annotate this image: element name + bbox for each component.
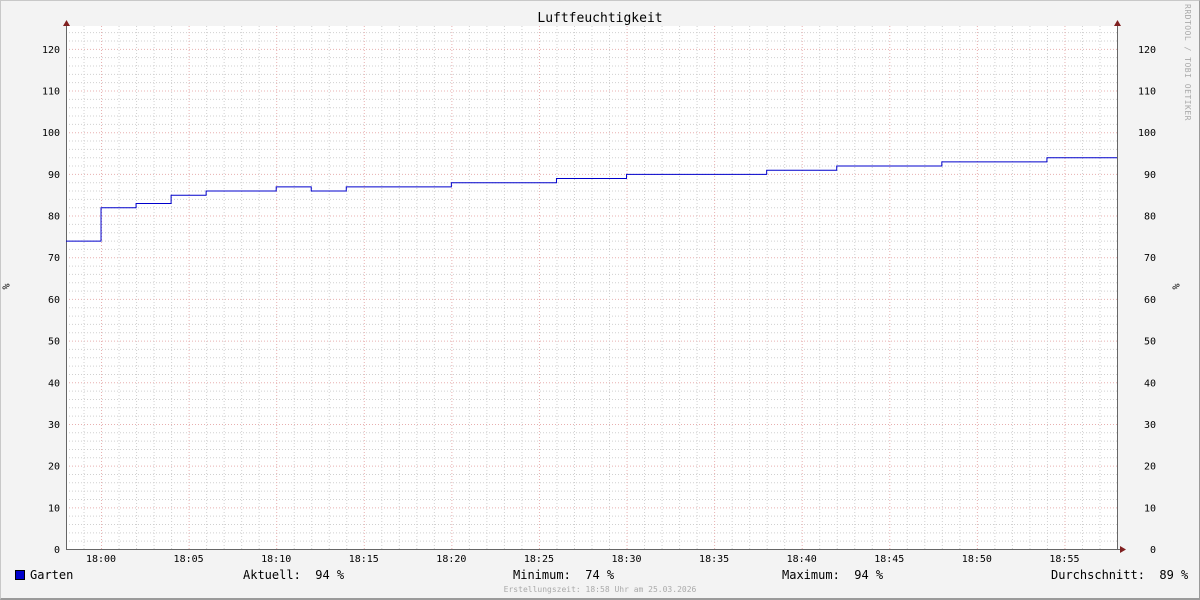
y-tick-label-right: 90 bbox=[1144, 170, 1156, 181]
y-axis-arrow-right bbox=[1114, 20, 1121, 26]
y-tick-label-right: 30 bbox=[1144, 420, 1156, 431]
y-tick-label-right: 80 bbox=[1144, 212, 1156, 223]
x-tick-label: 18:50 bbox=[962, 554, 992, 565]
y-tick-label-left: 50 bbox=[48, 337, 60, 348]
x-tick-label: 18:20 bbox=[436, 554, 466, 565]
y-tick-label-left: 40 bbox=[48, 378, 60, 389]
x-tick-label: 18:55 bbox=[1049, 554, 1079, 565]
y-tick-label-left: 20 bbox=[48, 462, 60, 473]
legend-current: Aktuell: 94 % bbox=[243, 568, 345, 582]
x-tick-label: 18:05 bbox=[174, 554, 204, 565]
y-tick-label-left: 120 bbox=[42, 45, 60, 56]
y-tick-label-right: 100 bbox=[1138, 128, 1156, 139]
x-tick-label: 18:35 bbox=[699, 554, 729, 565]
y-tick-label-left: 0 bbox=[54, 545, 60, 556]
footer-timestamp: Erstellungszeit: 18:58 Uhr am 25.03.2026 bbox=[503, 585, 697, 594]
x-tick-label: 18:30 bbox=[611, 554, 641, 565]
x-tick-label: 18:10 bbox=[261, 554, 291, 565]
y-tick-label-right: 10 bbox=[1144, 503, 1156, 514]
x-axis-arrow bbox=[1120, 546, 1126, 553]
y-tick-label-left: 30 bbox=[48, 420, 60, 431]
y-tick-label-left: 110 bbox=[42, 87, 60, 98]
x-tick-label: 18:45 bbox=[874, 554, 904, 565]
y-axis-label-right: % bbox=[1171, 283, 1183, 290]
y-tick-label-left: 60 bbox=[48, 295, 60, 306]
x-tick-label: 18:00 bbox=[86, 554, 116, 565]
y-tick-label-right: 120 bbox=[1138, 45, 1156, 56]
y-tick-label-right: 70 bbox=[1144, 253, 1156, 264]
y-tick-label-right: 110 bbox=[1138, 87, 1156, 98]
y-tick-label-left: 70 bbox=[48, 253, 60, 264]
x-tick-label: 18:15 bbox=[349, 554, 379, 565]
y-tick-label-right: 60 bbox=[1144, 295, 1156, 306]
y-tick-label-right: 20 bbox=[1144, 462, 1156, 473]
y-tick-label-right: 0 bbox=[1150, 545, 1156, 556]
x-tick-label: 18:25 bbox=[524, 554, 554, 565]
legend-maximum: Maximum: 94 % bbox=[782, 568, 884, 582]
legend-average: Durchschnitt: 89 % bbox=[1051, 568, 1189, 582]
legend-swatch bbox=[15, 570, 25, 580]
y-tick-label-left: 100 bbox=[42, 128, 60, 139]
y-tick-label-right: 50 bbox=[1144, 337, 1156, 348]
y-axis-arrow-left bbox=[63, 20, 70, 26]
y-tick-label-left: 90 bbox=[48, 170, 60, 181]
y-tick-label-left: 10 bbox=[48, 503, 60, 514]
chart-title: Luftfeuchtigkeit bbox=[537, 11, 663, 26]
watermark: RRDTOOL / TOBI OETIKER bbox=[1183, 4, 1192, 121]
y-tick-label-left: 80 bbox=[48, 212, 60, 223]
y-tick-label-right: 40 bbox=[1144, 378, 1156, 389]
x-tick-label: 18:40 bbox=[787, 554, 817, 565]
series-line-garten bbox=[66, 157, 1117, 242]
legend-series-name: Garten bbox=[30, 568, 74, 582]
y-axis-label-left: % bbox=[1, 283, 13, 290]
legend-minimum: Minimum: 74 % bbox=[513, 568, 615, 582]
